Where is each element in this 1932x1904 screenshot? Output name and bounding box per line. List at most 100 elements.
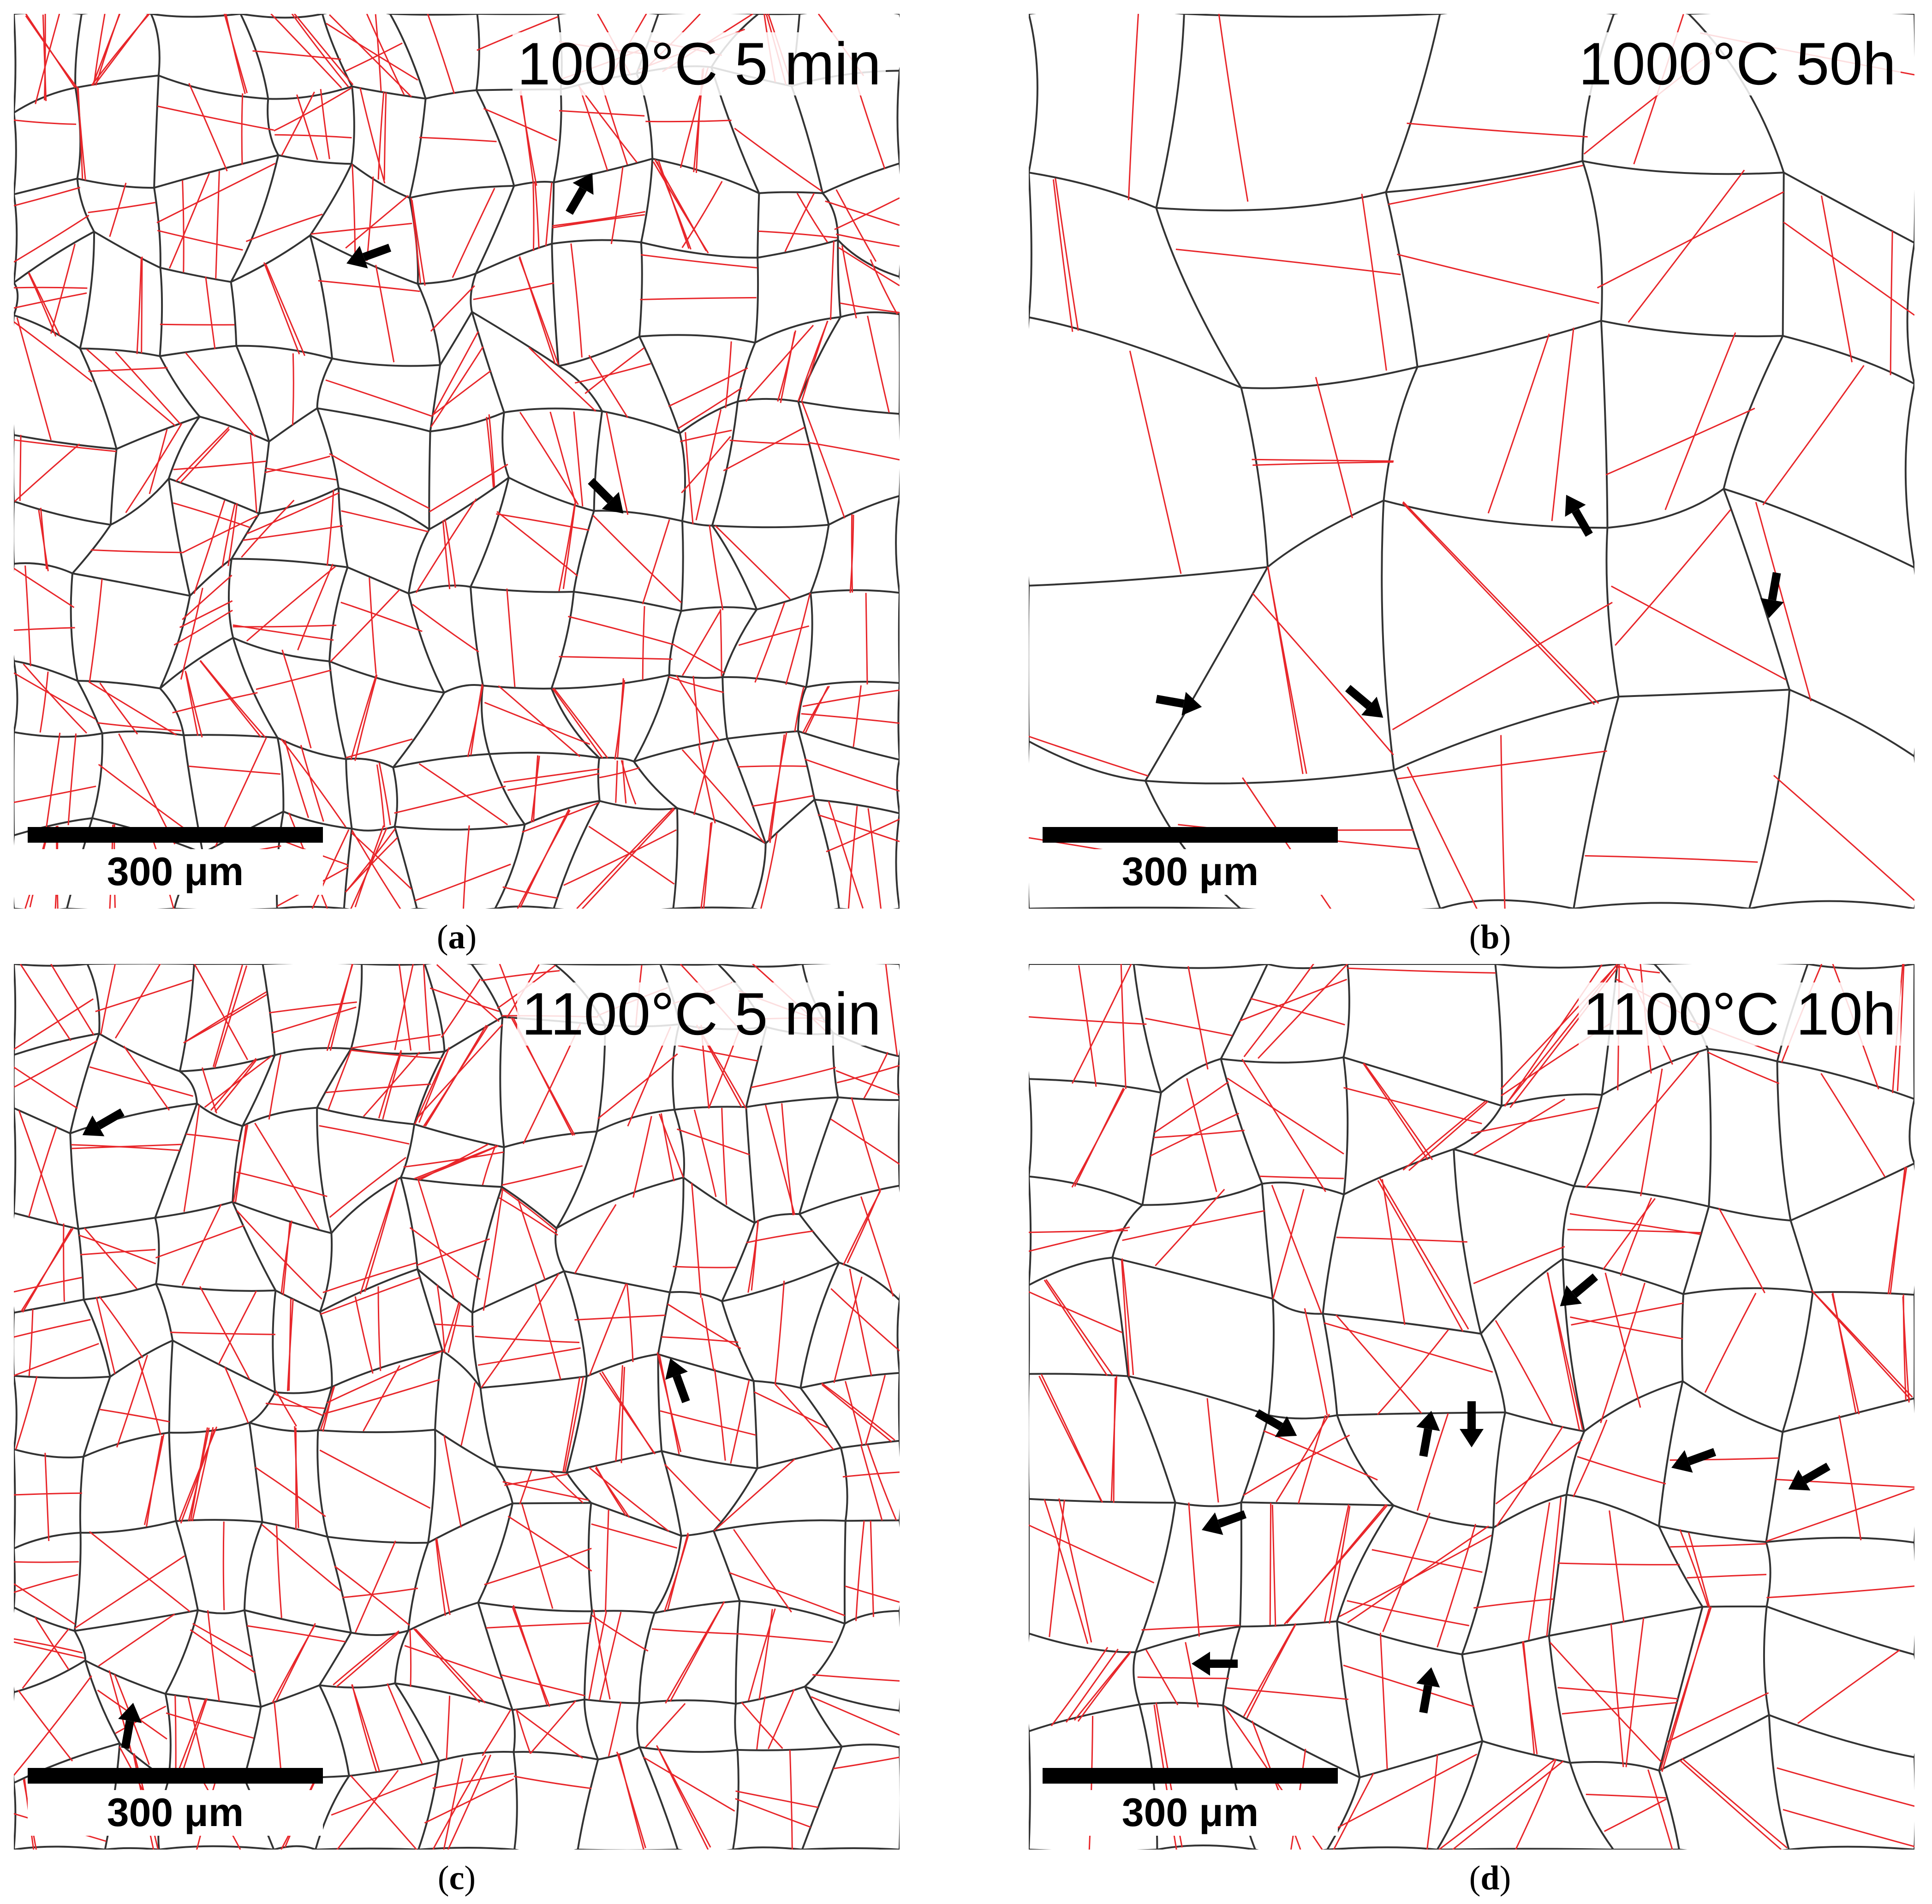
grain-boundary <box>797 401 830 525</box>
grain-boundary <box>14 113 17 195</box>
twin-boundary <box>375 14 382 91</box>
grain-boundary <box>563 1271 588 1377</box>
twin-boundary <box>615 760 618 803</box>
grain-boundary <box>584 1611 593 1700</box>
twin-boundary <box>867 808 882 909</box>
grain-boundary <box>428 431 431 530</box>
twin-boundary <box>805 758 900 792</box>
twin-boundary <box>1558 1562 1680 1565</box>
grain-boundary <box>1175 1501 1242 1507</box>
twin-boundary <box>723 427 805 471</box>
twin-boundary <box>1137 1676 1229 1679</box>
twin-boundary <box>430 346 484 428</box>
grain-boundary <box>551 244 560 366</box>
twin-boundary <box>870 1520 874 1617</box>
twin-boundary <box>14 1675 92 1776</box>
grain-boundary <box>277 905 344 909</box>
twin-boundary <box>664 1464 721 1522</box>
grain-boundary <box>274 1047 352 1056</box>
twin-boundary <box>114 964 161 1039</box>
twin-boundary <box>1153 1130 1245 1138</box>
grain-boundary <box>243 1610 262 1707</box>
twin-boundary <box>1361 193 1387 371</box>
twin-boundary <box>447 1303 461 1353</box>
twin-boundary <box>246 492 340 535</box>
twin-boundary <box>1659 1606 1712 1770</box>
grain-boundary <box>1029 740 1145 782</box>
twin-boundary <box>22 1228 72 1313</box>
grain-boundary <box>801 1746 843 1850</box>
twin-boundary <box>378 1050 402 1119</box>
grain-boundary <box>1336 1505 1395 1622</box>
grain-boundary <box>683 1177 755 1224</box>
twin-boundary <box>378 762 391 826</box>
twin-boundary <box>1333 1773 1374 1850</box>
grain-boundary <box>400 1124 416 1178</box>
grain-boundary <box>414 1123 504 1148</box>
twin-boundary <box>247 1625 346 1642</box>
twin-boundary <box>1890 231 1893 375</box>
twin-boundary <box>496 511 578 577</box>
twin-boundary <box>754 602 786 683</box>
grain-boundary <box>639 334 756 344</box>
arrow-icon <box>82 1108 125 1136</box>
twin-boundary <box>576 807 674 909</box>
twin-boundary <box>88 367 168 372</box>
grain-boundary <box>14 562 73 574</box>
grain-boundary <box>722 677 728 739</box>
grain-boundary <box>1607 488 1724 529</box>
grain-boundary <box>471 311 559 367</box>
grain-boundary <box>640 159 654 243</box>
twin-boundary <box>14 1040 98 1088</box>
grain-boundary <box>361 964 425 966</box>
twin-boundary <box>821 1382 895 1441</box>
grain-boundary <box>1783 335 1914 385</box>
twin-boundary <box>1324 1504 1350 1622</box>
grain-boundary <box>1383 366 1419 501</box>
grain-boundary <box>249 1392 276 1424</box>
grain-boundary <box>483 684 552 690</box>
twin-boundary <box>383 92 387 180</box>
grain-boundary <box>1807 964 1914 970</box>
grain-boundary <box>159 595 191 689</box>
grain-boundary <box>1145 566 1269 781</box>
twin-boundary <box>329 14 412 98</box>
grain-boundary <box>844 1610 900 1624</box>
twin-boundary <box>28 272 60 336</box>
twin-boundary <box>136 257 142 354</box>
grain-boundary <box>1658 1714 1770 1772</box>
twin-boundary <box>1120 964 1127 1089</box>
twin-boundary <box>200 660 266 738</box>
twin-boundary <box>833 1276 863 1383</box>
twin-boundary <box>326 23 418 81</box>
grain-boundary <box>558 335 640 367</box>
twin-boundary <box>851 1097 881 1193</box>
grain-boundary <box>499 1017 505 1148</box>
caption-b: (b) <box>1469 918 1511 956</box>
twin-boundary <box>34 1617 70 1670</box>
grain-boundary <box>896 1300 900 1373</box>
grain-boundary <box>673 906 752 909</box>
twin-boundary <box>419 137 497 143</box>
twin-boundary <box>552 211 646 227</box>
grain-boundary <box>169 1422 250 1434</box>
twin-boundary <box>521 1504 554 1609</box>
grain-boundary <box>409 98 427 198</box>
twin-boundary <box>14 119 77 125</box>
grain-boundary <box>168 1340 174 1433</box>
twin-boundary <box>74 1555 185 1629</box>
grain-boundary <box>167 416 201 479</box>
twin-boundary <box>14 627 75 631</box>
grain-boundary <box>258 441 270 514</box>
grain-boundary <box>105 1847 159 1850</box>
twin-boundary <box>517 1199 546 1280</box>
grain-boundary <box>802 1847 900 1850</box>
twin-boundary <box>97 722 182 732</box>
grain-boundary <box>495 1465 567 1474</box>
twin-boundary <box>502 886 559 899</box>
grain-boundary <box>349 1760 440 1777</box>
grain-boundary <box>231 513 260 559</box>
twin-boundary <box>109 182 127 237</box>
twin-boundary <box>241 93 244 165</box>
twin-boundary <box>496 513 590 531</box>
